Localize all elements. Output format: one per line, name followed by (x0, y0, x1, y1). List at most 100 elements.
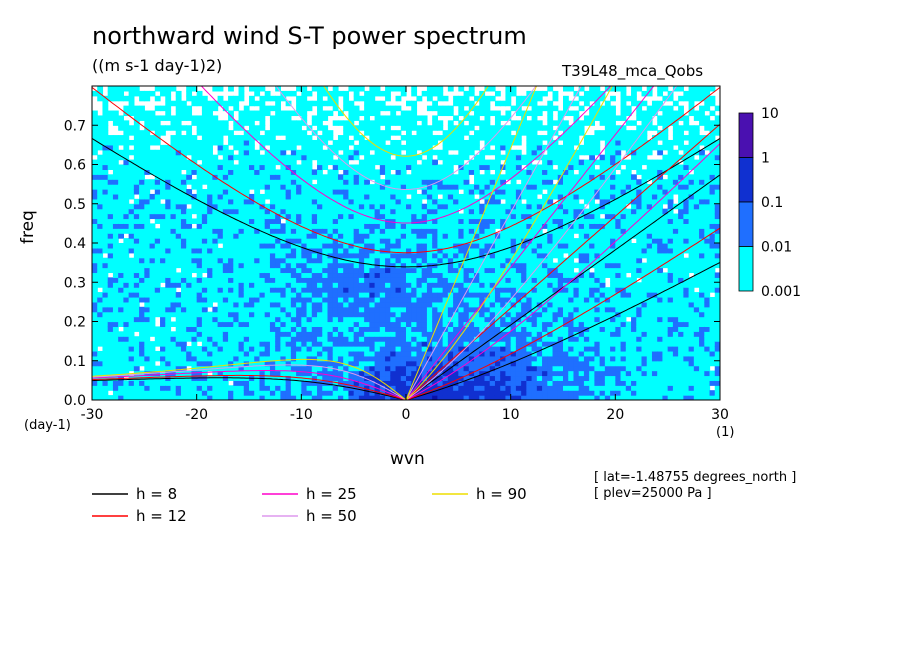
heatmap-cell (180, 287, 187, 293)
heatmap-cell (510, 301, 517, 308)
heatmap-cell (222, 336, 229, 342)
heatmap-cell (238, 341, 245, 347)
heatmap-cell (123, 385, 130, 391)
heatmap-cell (515, 193, 522, 200)
heatmap-cell (348, 252, 355, 259)
heatmap-cell (489, 179, 496, 185)
heatmap-cell (144, 135, 151, 141)
heatmap-cell (390, 228, 397, 234)
heatmap-cell (201, 130, 208, 136)
heatmap-cell (107, 287, 114, 293)
heatmap-cell (296, 331, 302, 337)
heatmap-cell (92, 346, 98, 352)
heatmap-cell (531, 154, 538, 161)
heatmap-cell (154, 154, 161, 161)
heatmap-cell (269, 341, 276, 347)
heatmap-cell (139, 311, 145, 318)
heatmap-cell (374, 272, 381, 278)
heatmap-cell (118, 336, 124, 342)
heatmap-cell (484, 139, 491, 146)
heatmap-cell (379, 100, 386, 107)
heatmap-cell (160, 316, 166, 323)
heatmap-cell (144, 149, 151, 156)
heatmap-cell (144, 120, 151, 126)
heatmap-cell (369, 316, 376, 323)
heatmap-cell (432, 321, 438, 328)
heatmap-cell (505, 125, 512, 131)
heatmap-cell (400, 164, 407, 171)
heatmap-cell (385, 130, 391, 136)
heatmap-cell (311, 247, 318, 254)
heatmap-cell (201, 282, 208, 288)
heatmap-cell (118, 262, 124, 269)
heatmap-cell (207, 247, 213, 254)
heatmap-cell (306, 267, 313, 274)
heatmap-cell (358, 350, 365, 357)
heatmap-cell (102, 233, 109, 239)
heatmap-cell (353, 135, 360, 141)
heatmap-cell (442, 390, 449, 396)
heatmap-cell (474, 223, 480, 229)
heatmap-cell (416, 130, 423, 136)
heatmap-cell (306, 105, 313, 112)
heatmap-cell (369, 311, 376, 318)
heatmap-cell (243, 316, 250, 323)
heatmap-cell (107, 154, 114, 161)
heatmap-cell (348, 110, 355, 117)
heatmap-cell (327, 296, 334, 303)
heatmap-cell (379, 135, 386, 141)
heatmap-cell (301, 262, 308, 269)
heatmap-cell (479, 159, 486, 166)
heatmap-cell (249, 370, 255, 377)
heatmap-cell (228, 336, 234, 342)
heatmap-cell (390, 247, 397, 254)
heatmap-cell (531, 115, 538, 121)
heatmap-cell (442, 184, 449, 190)
heatmap-cell (97, 95, 104, 102)
heatmap-cell (453, 115, 459, 121)
heatmap-cell (175, 179, 182, 185)
heatmap-cell (317, 139, 323, 146)
heatmap-cell (416, 355, 423, 362)
heatmap-cell (207, 301, 213, 308)
heatmap-cell (92, 385, 98, 391)
heatmap-cell (217, 144, 224, 151)
heatmap-cell (296, 247, 302, 254)
heatmap-cell (421, 174, 428, 180)
heatmap-cell (317, 154, 323, 161)
heatmap-cell (306, 159, 313, 166)
heatmap-cell (207, 184, 213, 190)
heatmap-cell (317, 365, 323, 372)
heatmap-cell (222, 184, 229, 190)
heatmap-cell (207, 179, 213, 185)
heatmap-cell (526, 193, 533, 200)
heatmap-cell (442, 336, 449, 342)
heatmap-cell (531, 375, 538, 381)
heatmap-cell (222, 385, 229, 391)
heatmap-cell (369, 86, 376, 92)
heatmap-cell (191, 306, 198, 313)
heatmap-cell (364, 272, 370, 278)
heatmap-cell (285, 267, 292, 274)
heatmap-cell (364, 282, 370, 288)
heatmap-cell (154, 184, 161, 190)
heatmap-cell (139, 360, 145, 367)
heatmap-cell (311, 326, 318, 332)
heatmap-cell (301, 336, 308, 342)
heatmap-cell (358, 223, 365, 229)
heatmap-cell (144, 233, 151, 239)
heatmap-cell (285, 115, 292, 121)
heatmap-cell (369, 189, 376, 195)
heatmap-cell (526, 159, 533, 166)
heatmap-cell (453, 301, 459, 308)
heatmap-cell (379, 350, 386, 357)
heatmap-cell (421, 179, 428, 185)
heatmap-cell (317, 296, 323, 303)
heatmap-cell (416, 326, 423, 332)
heatmap-cell (406, 262, 412, 269)
heatmap-cell (290, 159, 297, 166)
heatmap-cell (332, 370, 339, 377)
heatmap-cell (484, 164, 491, 171)
heatmap-cell (364, 247, 370, 254)
heatmap-cell (468, 262, 475, 269)
